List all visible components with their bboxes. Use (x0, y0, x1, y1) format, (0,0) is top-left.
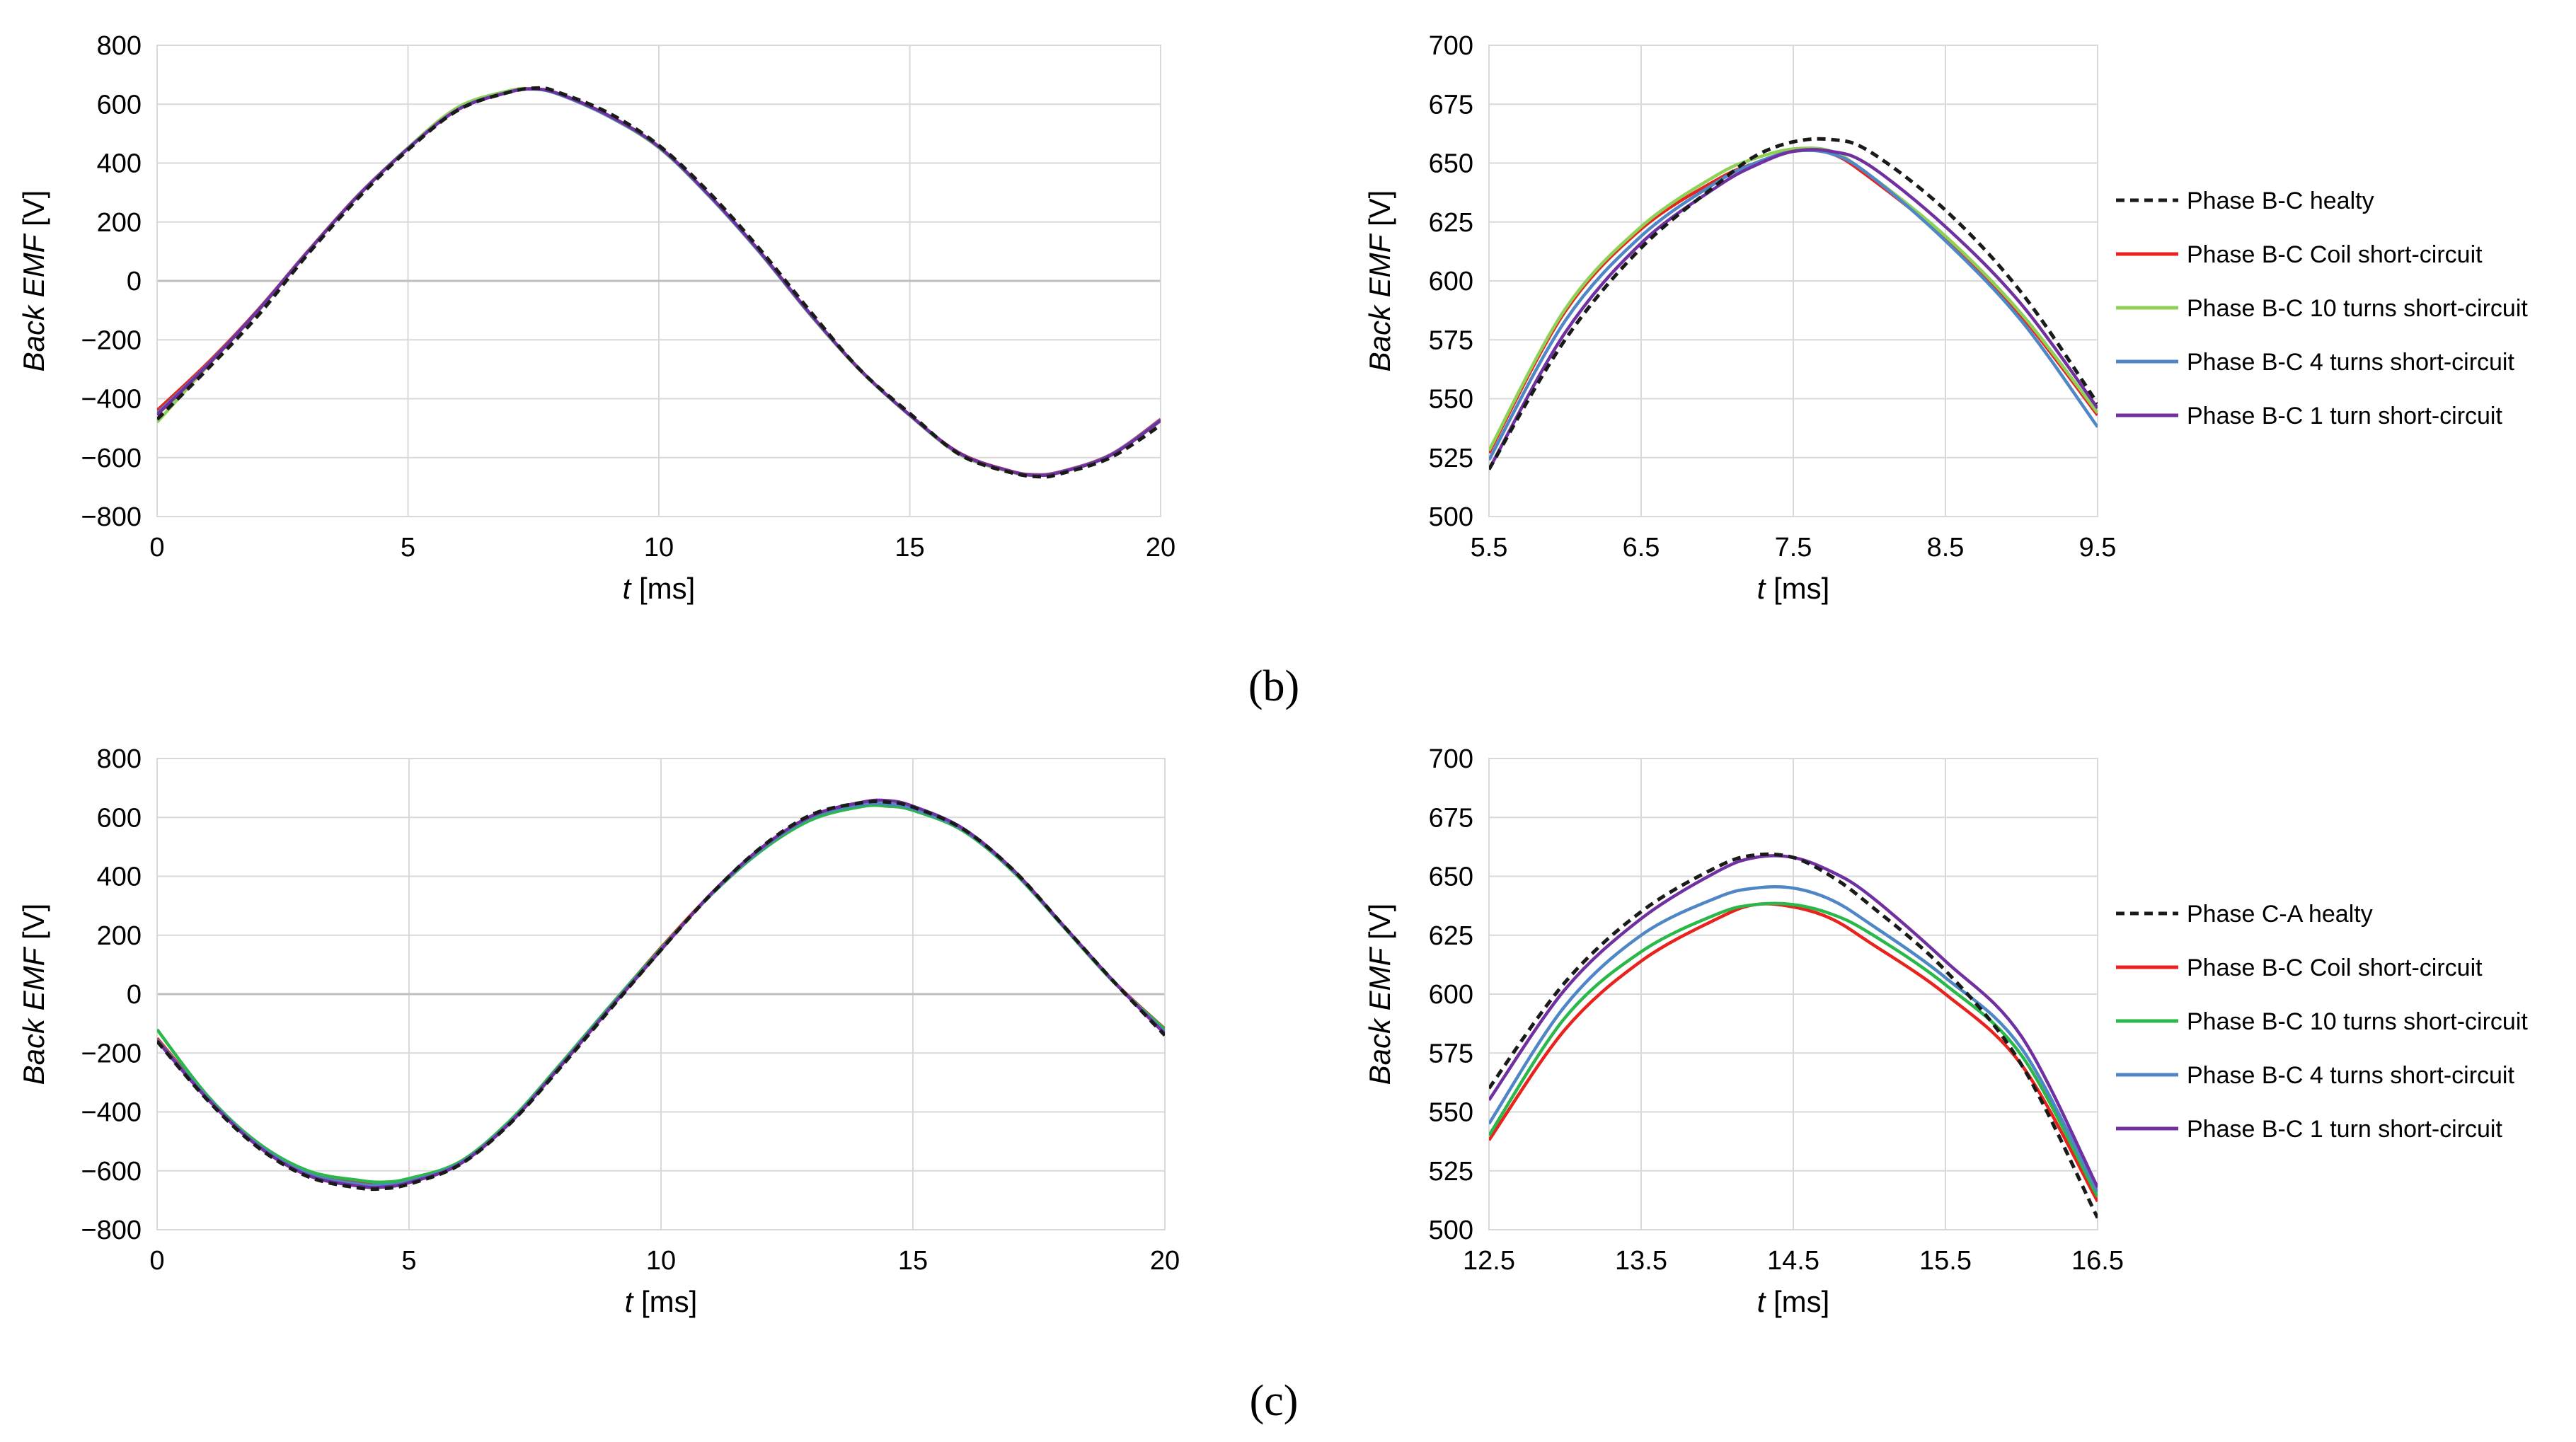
x-tick-label: 6.5 (1623, 533, 1660, 563)
y-tick-label: 575 (1429, 1039, 1473, 1068)
plot-area (1488, 758, 2098, 1230)
y-tick-label: 500 (1429, 502, 1473, 532)
series-line-4 (1489, 148, 2098, 471)
x-tick-label: 10 (646, 1246, 676, 1276)
y-tick-label: 800 (97, 744, 142, 774)
y-tick-label: −600 (81, 444, 142, 473)
x-tick-label: 0 (149, 533, 164, 563)
x-axis-label: t [ms] (623, 572, 696, 605)
legend-entry-3: Phase B-C 4 turns short-circuit (2187, 349, 2514, 376)
x-tick-label: 15 (898, 1246, 928, 1276)
x-tick-label: 5 (401, 533, 415, 563)
y-tick-label: 650 (1429, 149, 1473, 179)
y-tick-label: 675 (1429, 803, 1473, 833)
x-tick-label: 9.5 (2079, 533, 2117, 563)
y-tick-label: 600 (97, 90, 142, 120)
y-tick-label: 625 (1429, 208, 1473, 238)
y-tick-label: 0 (127, 980, 142, 1010)
y-tick-label: 600 (1429, 267, 1473, 296)
x-tick-label: 10 (644, 533, 674, 563)
y-tick-label: 550 (1429, 385, 1473, 415)
plot-area (1488, 45, 2098, 517)
y-tick-label: 575 (1429, 325, 1473, 355)
y-tick-label: −200 (81, 325, 142, 355)
legend-entry-2: Phase B-C 10 turns short-circuit (2187, 1008, 2528, 1035)
y-tick-label: 400 (97, 863, 142, 892)
x-tick-label: 15 (895, 533, 924, 563)
x-axis-label: t [ms] (625, 1285, 698, 1318)
y-axis-label: Back EMF [V] (17, 904, 50, 1085)
legend-entry-1: Phase B-C Coil short-circuit (2187, 954, 2483, 981)
x-tick-label: 13.5 (1615, 1246, 1667, 1276)
plot-area (156, 45, 1161, 517)
x-tick-label: 0 (149, 1246, 164, 1276)
legend-entry-3: Phase B-C 4 turns short-circuit (2187, 1062, 2514, 1089)
y-tick-label: −200 (81, 1039, 142, 1068)
y-tick-label: 600 (97, 803, 142, 833)
y-tick-label: 400 (97, 149, 142, 179)
x-tick-label: 5 (401, 1246, 416, 1276)
y-tick-label: 200 (97, 921, 142, 951)
y-axis-label: Back EMF [V] (1363, 190, 1396, 372)
y-tick-label: 525 (1429, 444, 1473, 473)
y-axis-label: Back EMF [V] (17, 190, 50, 372)
x-tick-label: 12.5 (1463, 1246, 1515, 1276)
legend-entry-4: Phase B-C 1 turn short-circuit (2187, 1116, 2502, 1143)
y-tick-label: 700 (1429, 744, 1473, 774)
y-tick-label: 200 (97, 208, 142, 238)
y-tick-label: 0 (127, 267, 142, 296)
y-tick-label: 600 (1429, 980, 1473, 1010)
x-tick-label: 20 (1146, 533, 1175, 563)
series-line-0 (157, 800, 1165, 1192)
panel-label-b: (b) (1248, 662, 1299, 710)
y-tick-label: 700 (1429, 31, 1473, 61)
series-line-2 (1489, 146, 2098, 451)
legend-entry-4: Phase B-C 1 turn short-circuit (2187, 403, 2502, 429)
series-line-1 (1489, 902, 2098, 1203)
series-line-2 (1489, 901, 2098, 1198)
y-tick-label: −600 (81, 1157, 142, 1187)
x-tick-label: 5.5 (1471, 533, 1508, 563)
y-tick-label: 550 (1429, 1098, 1473, 1128)
x-tick-label: 16.5 (2071, 1246, 2124, 1276)
x-tick-label: 20 (1150, 1246, 1180, 1276)
panel-label-c: (c) (1250, 1377, 1299, 1425)
legend-entry-2: Phase B-C 10 turns short-circuit (2187, 295, 2528, 322)
y-tick-label: −800 (81, 502, 142, 532)
series-line-3 (1489, 885, 2098, 1193)
series-line-0 (1489, 852, 2098, 1219)
y-tick-label: 800 (97, 31, 142, 61)
series-line-0 (157, 86, 1161, 479)
y-tick-label: −400 (81, 1098, 142, 1128)
y-tick-label: −800 (81, 1216, 142, 1245)
y-tick-label: 675 (1429, 90, 1473, 120)
x-tick-label: 15.5 (1919, 1246, 1972, 1276)
x-tick-label: 14.5 (1767, 1246, 1819, 1276)
y-tick-label: 625 (1429, 921, 1473, 951)
x-axis-label: t [ms] (1757, 1285, 1830, 1318)
x-tick-label: 8.5 (1927, 533, 1965, 563)
plot-area (156, 758, 1166, 1230)
series-line-0 (1489, 137, 2098, 471)
y-axis-label: Back EMF [V] (1363, 904, 1396, 1085)
y-tick-label: −400 (81, 385, 142, 415)
x-tick-label: 7.5 (1775, 533, 1812, 563)
y-tick-label: 650 (1429, 863, 1473, 892)
legend-entry-0: Phase C-A healty (2187, 901, 2373, 928)
y-tick-label: 500 (1429, 1216, 1473, 1245)
legend-entry-1: Phase B-C Coil short-circuit (2187, 241, 2483, 268)
x-axis-label: t [ms] (1757, 572, 1830, 605)
y-tick-label: 525 (1429, 1157, 1473, 1187)
legend-entry-0: Phase B-C healty (2187, 188, 2374, 214)
